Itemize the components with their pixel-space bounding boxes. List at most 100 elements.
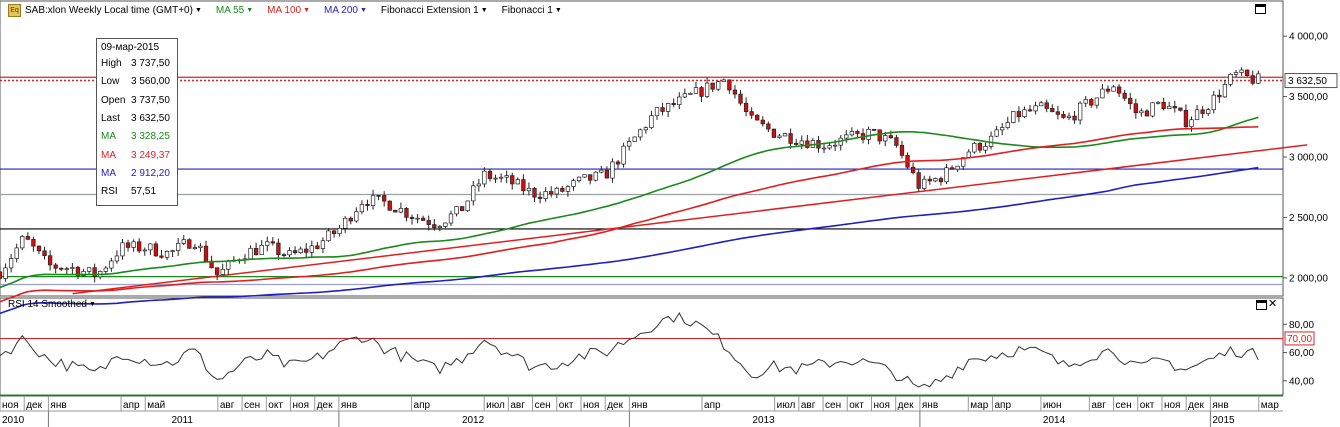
- candle-body: [203, 245, 209, 262]
- app-logo-icon[interactable]: Eq: [8, 3, 21, 17]
- dropdown-arrow-icon[interactable]: ▼: [303, 6, 311, 14]
- candle-body: [1033, 105, 1038, 112]
- candle-body: [599, 169, 604, 173]
- candle-body: [86, 267, 92, 272]
- candle-body: [53, 264, 58, 269]
- candle-body: [961, 157, 966, 167]
- candle-body: [1194, 109, 1200, 121]
- trendline: [72, 144, 1308, 295]
- candle-body: [359, 203, 365, 213]
- tooltip-row-value: 57,51: [131, 186, 157, 198]
- dropdown-arrow-icon[interactable]: ▼: [359, 6, 367, 14]
- candle-body: [782, 133, 788, 137]
- month-label: авг: [510, 400, 525, 411]
- maximize-pane-icon[interactable]: [1255, 4, 1266, 14]
- candle-body: [1122, 92, 1127, 99]
- candle-body: [632, 136, 637, 142]
- symbol-selector[interactable]: SAB:xlon Weekly Local time (GMT+0) ▼: [25, 5, 202, 16]
- candle-body: [788, 133, 793, 144]
- candle-body: [103, 267, 108, 272]
- candle-body: [459, 206, 465, 211]
- candle-body: [382, 195, 387, 202]
- chart-header: Eq SAB:xlon Weekly Local time (GMT+0) ▼ M…: [8, 3, 562, 17]
- tooltip-row-value: 3 560,00: [131, 76, 170, 88]
- candle-body: [75, 267, 81, 277]
- month-label: апр: [995, 400, 1012, 411]
- candle-body: [348, 217, 353, 222]
- month-label: дек: [317, 400, 333, 411]
- month-label: апр: [123, 400, 140, 411]
- candle-body: [471, 185, 476, 202]
- candle-body: [226, 260, 231, 270]
- rsi-70-badge: [1284, 331, 1315, 346]
- month-label: июл: [777, 400, 796, 411]
- candle-body: [437, 226, 443, 228]
- tooltip-date: 09-мар-2015: [101, 42, 160, 53]
- candle-body: [331, 230, 337, 234]
- month-label: май: [147, 400, 165, 411]
- month-label: июл: [486, 400, 505, 411]
- candle-body: [794, 143, 799, 145]
- candle-body: [1105, 88, 1111, 92]
- candle-body: [1250, 75, 1255, 84]
- rsi-header[interactable]: RSI 14 Smoothed ▼: [8, 299, 96, 310]
- data-tooltip: 09-мар-2015 High 3 737,50 Low 3 560,00 Open 3…: [96, 38, 178, 206]
- candle-body: [771, 128, 777, 138]
- maximize-rsi-icon[interactable]: [1256, 300, 1267, 310]
- month-label: сен: [535, 400, 551, 411]
- candle-body: [1183, 110, 1189, 128]
- tooltip-row-value: 3 249,37: [131, 149, 170, 161]
- dropdown-arrow-icon[interactable]: ▼: [194, 6, 202, 14]
- month-label: сен: [825, 400, 841, 411]
- candle-body: [64, 268, 69, 270]
- candle-body: [977, 143, 983, 151]
- ma55-selector[interactable]: MA 55 ▼: [216, 5, 253, 16]
- candle-body: [1005, 122, 1010, 128]
- fibonacci-label: Fibonacci 1: [501, 4, 553, 16]
- candle-body: [1228, 74, 1233, 85]
- candle-body: [1055, 111, 1061, 115]
- candle-body: [766, 123, 771, 130]
- tooltip-row-label: Open: [101, 94, 126, 106]
- candle-body: [738, 93, 743, 104]
- month-label: авг: [1091, 400, 1106, 411]
- dropdown-arrow-icon[interactable]: ▼: [246, 6, 254, 14]
- candle-body: [1016, 111, 1022, 118]
- candle-body: [170, 250, 175, 252]
- fibonacci-selector[interactable]: Fibonacci 1 ▼: [502, 5, 562, 16]
- candle-body: [1061, 114, 1066, 118]
- candle-body: [1044, 102, 1049, 109]
- candle-body: [304, 248, 309, 253]
- close-rsi-icon[interactable]: ✕: [1268, 298, 1278, 310]
- tooltip-row: MA 2 912,20: [101, 167, 170, 181]
- ma200-selector[interactable]: MA 200 ▼: [324, 5, 367, 16]
- candle-body: [36, 245, 42, 252]
- month-label: янв: [1212, 400, 1228, 411]
- candle-body: [1172, 106, 1177, 109]
- tooltip-row-label: RSI: [101, 186, 118, 198]
- candle-body: [983, 146, 988, 151]
- candle-body: [214, 267, 220, 275]
- dropdown-arrow-icon[interactable]: ▼: [88, 301, 96, 308]
- candle-body: [387, 200, 392, 211]
- tooltip-row-value: 3 632,50: [131, 112, 170, 124]
- candle-body: [1128, 97, 1133, 105]
- candle-body: [426, 220, 431, 225]
- candle-body: [627, 141, 632, 147]
- candle-body: [660, 107, 665, 112]
- ma100-selector[interactable]: MA 100 ▼: [267, 5, 310, 16]
- dropdown-arrow-icon[interactable]: ▼: [554, 6, 562, 14]
- candle-body: [265, 241, 270, 246]
- candle-body: [448, 213, 454, 224]
- candle-body: [638, 129, 643, 138]
- price-pane-frame: [0, 0, 1284, 297]
- candle-body: [565, 186, 571, 192]
- candle-body: [454, 206, 459, 215]
- candle-body: [588, 174, 593, 181]
- candle-body: [148, 243, 153, 251]
- fib-extension-selector[interactable]: Fibonacci Extension 1 ▼: [381, 5, 488, 16]
- dropdown-arrow-icon[interactable]: ▼: [480, 6, 488, 14]
- candle-body: [716, 81, 721, 90]
- candle-body: [888, 135, 893, 138]
